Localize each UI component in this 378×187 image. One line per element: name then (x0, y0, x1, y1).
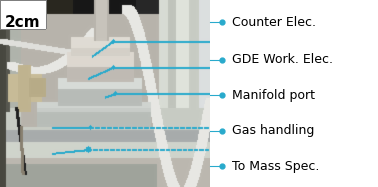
Text: 2cm: 2cm (5, 15, 41, 30)
Text: Manifold port: Manifold port (232, 89, 315, 102)
Text: Counter Elec.: Counter Elec. (232, 16, 316, 29)
Text: To Mass Spec.: To Mass Spec. (232, 160, 319, 173)
Text: GDE Work. Elec.: GDE Work. Elec. (232, 53, 333, 66)
Text: Gas handling: Gas handling (232, 124, 314, 137)
